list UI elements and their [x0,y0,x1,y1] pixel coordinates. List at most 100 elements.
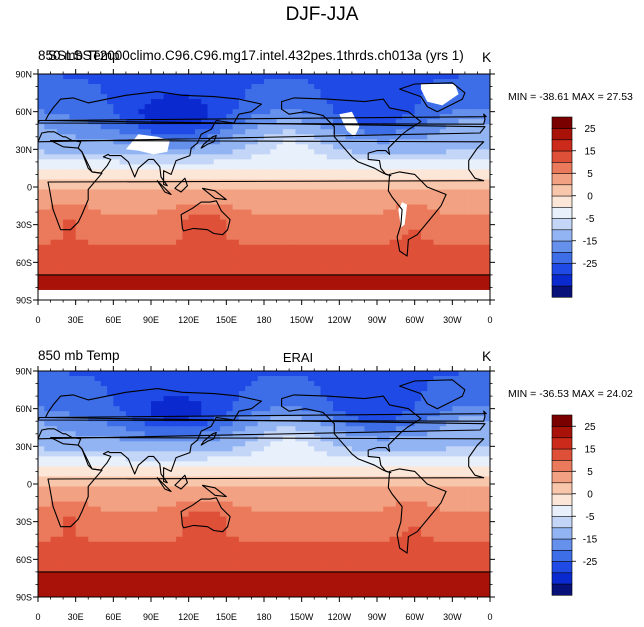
field-cell [452,254,460,261]
field-cell [81,259,89,266]
field-cell [452,189,460,196]
field-cell [56,421,64,427]
field-cell [301,269,309,276]
field-cell [282,274,290,281]
field-cell [56,219,64,226]
field-cell [471,104,479,110]
field-cell [232,371,240,377]
colorbar-box [551,161,573,174]
field-cell [144,179,152,186]
field-cell [301,114,309,120]
field-cell [326,461,334,468]
field-cell [138,446,146,452]
field-cell [201,99,209,105]
field-cell [213,254,221,261]
field-cell [458,269,466,276]
field-cell [264,471,271,478]
field-cell [125,99,133,105]
field-cell [420,204,428,211]
field-cell [408,154,416,160]
field-cell [420,174,428,181]
field-cell [100,174,108,181]
field-cell [402,269,409,276]
field-cell [351,381,359,387]
field-cell [408,199,416,206]
field-cell [132,159,140,165]
field-cell [282,214,290,221]
field-cell [56,426,64,432]
field-cell [213,436,221,442]
field-cell [169,436,177,442]
field-cell [163,179,171,186]
field-cell [414,94,422,100]
field-cell [157,94,165,100]
field-cell [94,214,102,221]
field-cell [301,214,309,221]
field-cell [433,441,441,447]
field-cell [257,79,265,85]
field-cell [345,179,353,186]
field-cell [226,204,234,211]
field-cell [63,401,70,407]
field-cell [182,279,190,286]
field-cell [295,456,303,462]
field-cell [220,451,227,457]
field-cell [44,371,52,377]
field-cell [402,386,409,392]
field-cell [38,189,45,196]
field-cell [471,376,479,382]
field-cell [370,189,378,196]
field-cell [471,269,479,276]
field-cell [333,446,340,452]
field-cell [389,124,397,130]
field-cell [75,119,83,125]
field-cell [169,184,177,191]
field-cell [464,239,472,246]
field-cell [257,204,265,211]
field-cell [100,109,108,115]
field-cell [232,411,240,417]
field-cell [464,109,472,115]
field-cell [351,476,359,483]
field-cell [226,159,234,165]
field-cell [232,99,240,105]
field-cell [402,274,409,281]
field-cell [320,476,328,483]
field-cell [81,244,89,251]
field-cell [282,159,290,165]
field-cell [377,79,384,85]
field-cell [446,179,453,186]
field-cell [88,174,96,181]
field-cell [452,129,460,135]
field-cell [201,466,209,473]
field-cell [289,411,296,417]
field-cell [414,99,422,105]
field-cell [163,229,171,236]
y-tick-label: 60S [16,258,32,268]
field-cell [370,239,378,246]
field-cell [213,214,221,221]
field-cell [414,134,422,140]
field-cell [364,371,372,377]
field-cell [483,189,490,196]
field-cell [75,254,83,261]
field-cell [314,114,322,120]
field-cell [125,219,133,226]
field-cell [295,376,303,382]
field-cell [282,269,290,276]
field-cell [264,164,271,171]
field-cell [383,396,391,402]
field-cell [176,214,183,221]
field-cell [471,441,479,447]
field-cell [383,119,391,125]
field-cell [370,396,378,402]
field-cell [194,239,202,246]
colorbar-box [551,251,573,264]
field-cell [307,194,315,201]
field-cell [314,189,322,196]
field-cell [100,74,108,80]
panel2-field [38,371,490,597]
field-cell [81,426,89,432]
field-cell [44,456,52,462]
field-cell [163,421,171,427]
